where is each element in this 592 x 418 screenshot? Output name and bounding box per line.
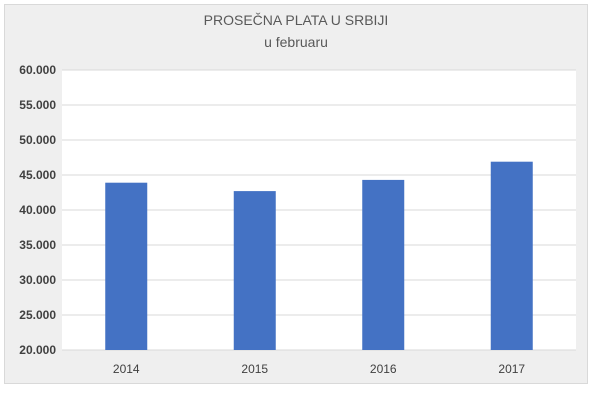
bars xyxy=(105,161,533,350)
bar-2015 xyxy=(233,191,276,350)
x-tick-label: 2017 xyxy=(498,362,525,376)
x-tick-label: 2015 xyxy=(241,362,268,376)
y-tick-label: 45.000 xyxy=(19,168,56,182)
y-axis-ticks: 20.000 25.000 30.000 35.000 40.000 45.000 50.0… xyxy=(19,63,56,357)
y-tick-label: 20.000 xyxy=(19,343,56,357)
bar-2016 xyxy=(362,179,405,350)
y-tick-label: 35.000 xyxy=(19,238,56,252)
x-tick-label: 2014 xyxy=(113,362,140,376)
y-tick-label: 60.000 xyxy=(19,63,56,77)
gridlines xyxy=(62,69,576,351)
bar-2014 xyxy=(105,182,148,350)
y-tick-label: 55.000 xyxy=(19,98,56,112)
bar-2017 xyxy=(490,161,533,350)
chart-subtitle: u februaru xyxy=(264,34,328,50)
x-tick-label: 2016 xyxy=(370,362,397,376)
chart-title: PROSEČNA PLATA U SRBIJI xyxy=(203,12,389,28)
y-tick-label: 50.000 xyxy=(19,133,56,147)
y-tick-label: 30.000 xyxy=(19,273,56,287)
x-axis-ticks: 2014 2015 2016 2017 xyxy=(113,362,526,376)
y-tick-label: 25.000 xyxy=(19,308,56,322)
y-tick-label: 40.000 xyxy=(19,203,56,217)
